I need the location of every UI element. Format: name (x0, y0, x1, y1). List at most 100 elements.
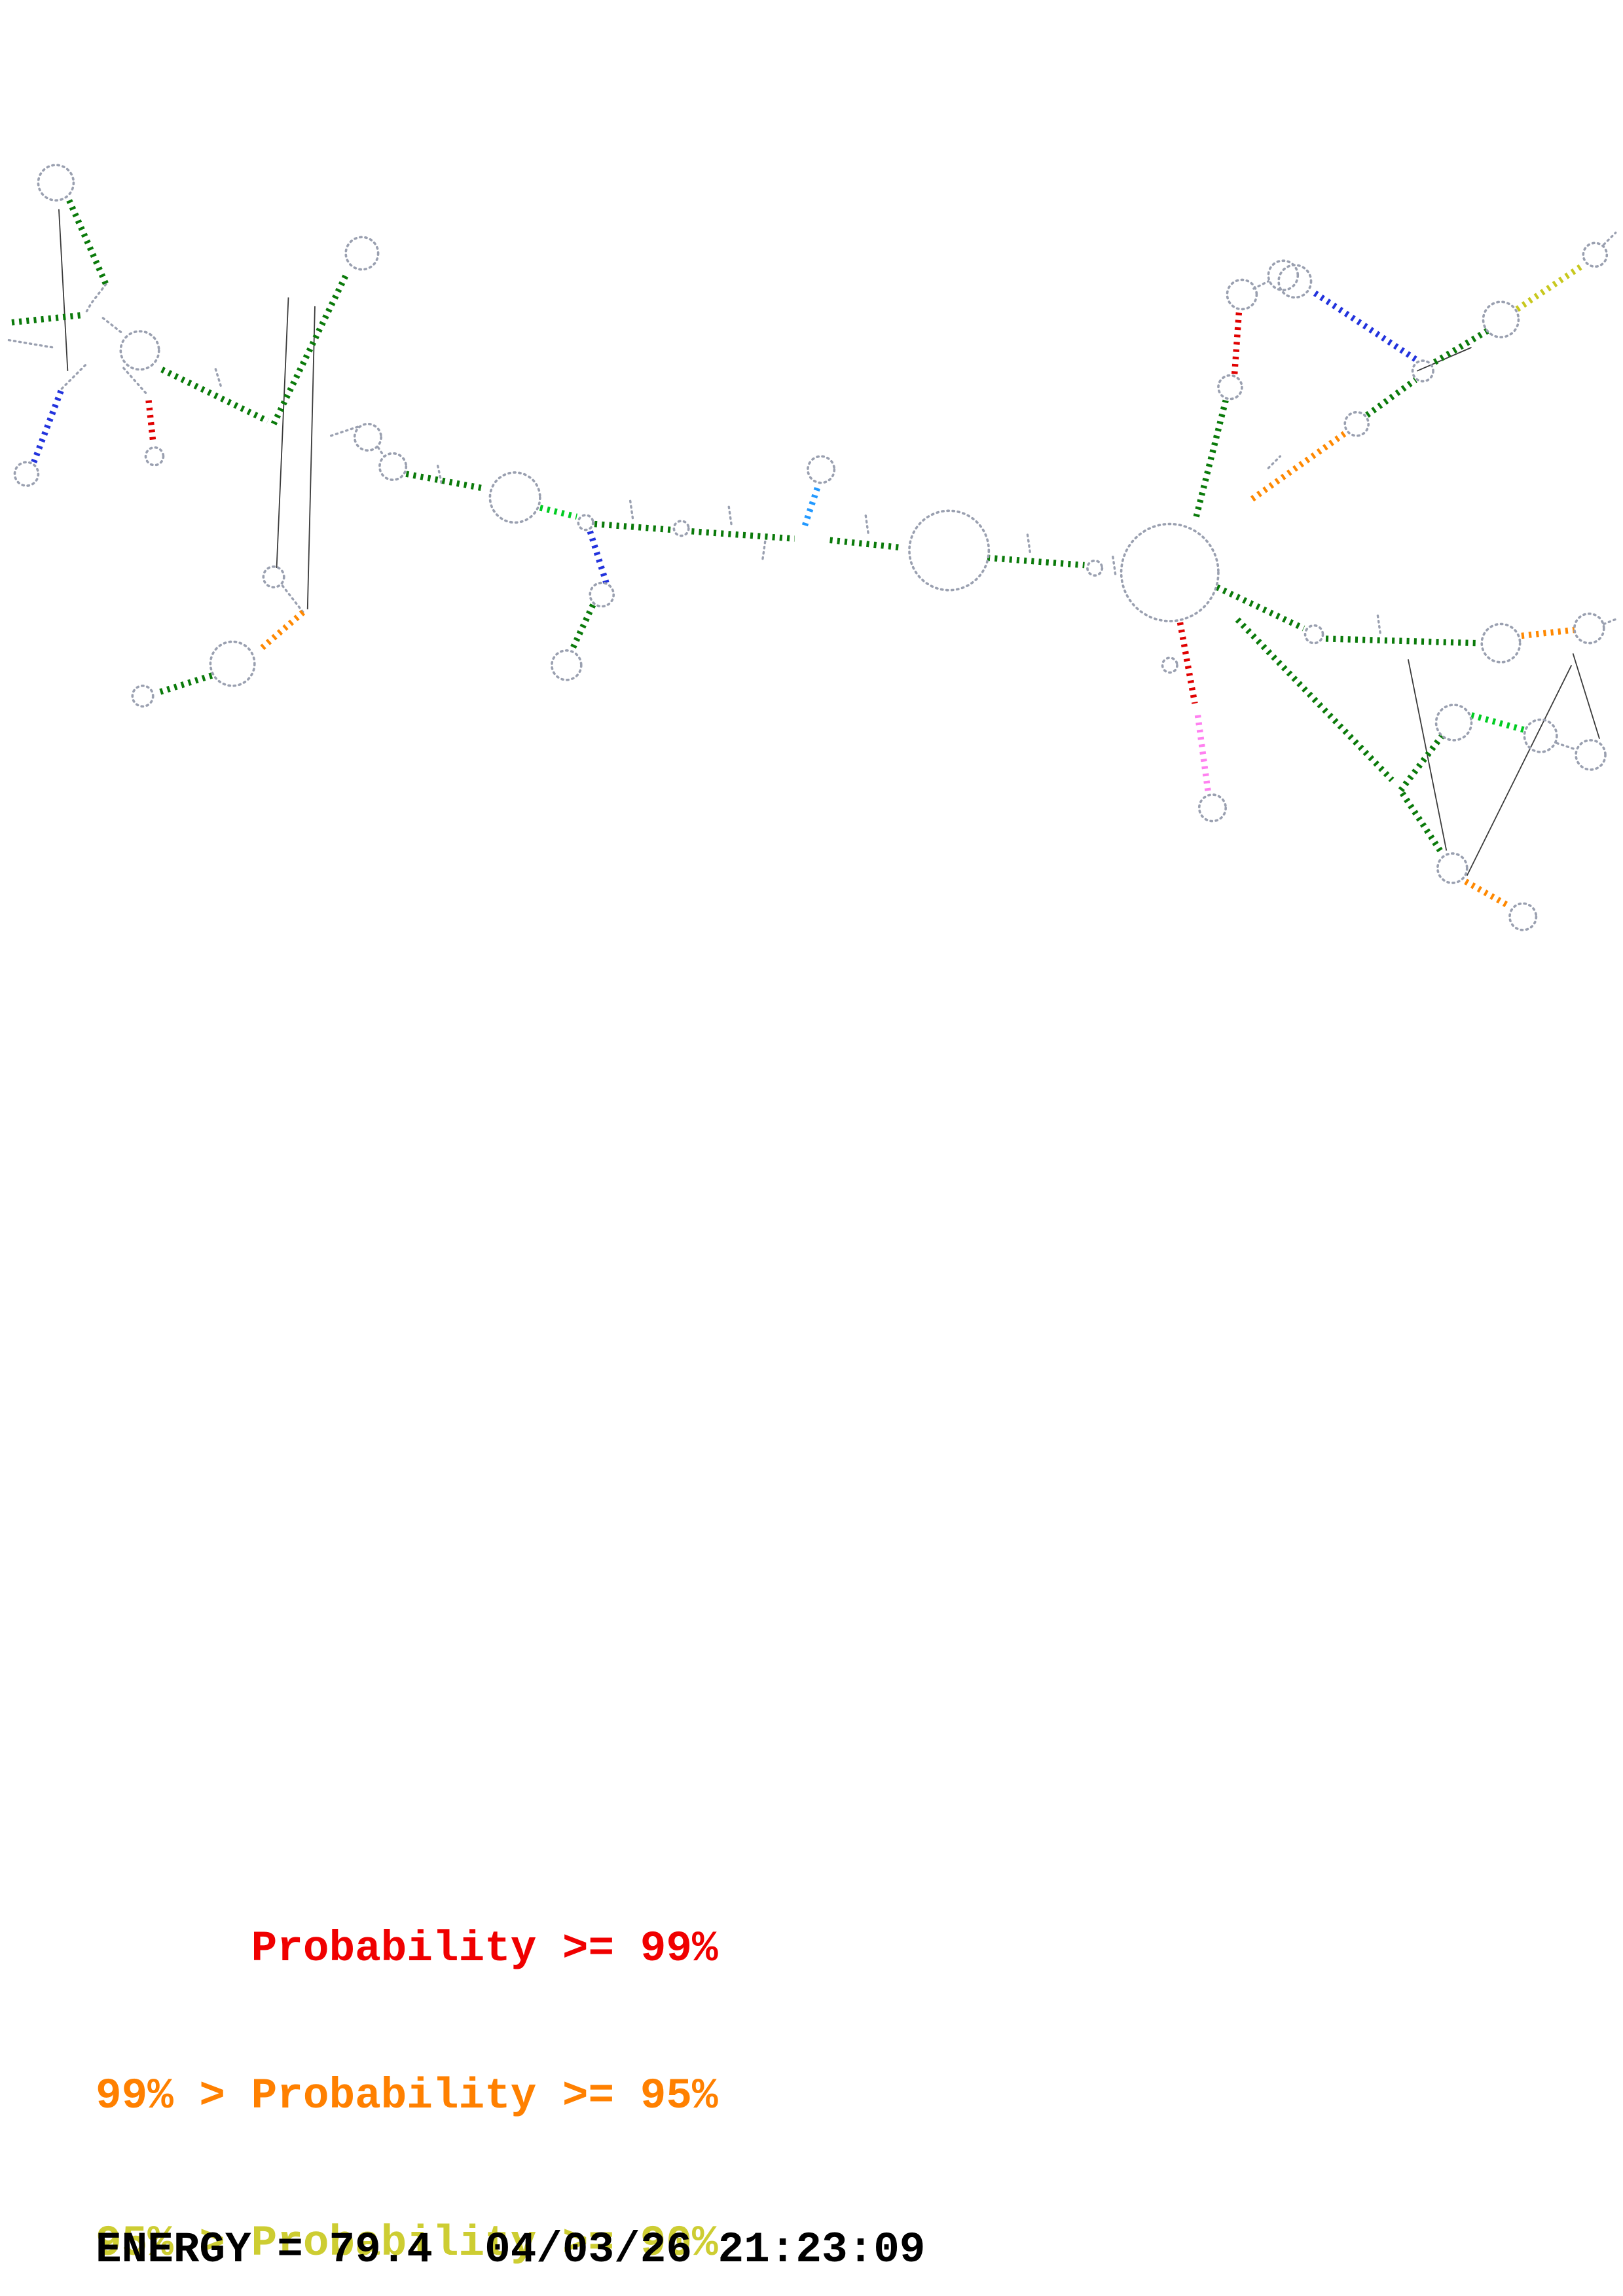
loop (1304, 624, 1324, 645)
central-multiloop (1120, 522, 1220, 622)
backbone (60, 364, 87, 390)
stem (570, 603, 596, 651)
spur (1111, 552, 1117, 575)
stem (1311, 289, 1417, 362)
backbone (1603, 231, 1617, 246)
stem (1231, 312, 1243, 374)
loop (807, 455, 836, 484)
loop (131, 684, 155, 708)
stems-prob-ge-99 (145, 312, 1243, 704)
spur (1026, 530, 1031, 553)
loop (488, 471, 541, 524)
connector (276, 297, 289, 569)
loop (908, 509, 991, 592)
stem (1470, 712, 1525, 733)
connector (306, 306, 316, 609)
rna-structure-diagram (7, 164, 1620, 931)
legend-item: 99% > Probability >= 95% (96, 2072, 718, 2121)
stem (987, 554, 1085, 569)
loop (1436, 852, 1468, 884)
backbone (1603, 617, 1620, 626)
stem (1464, 878, 1512, 910)
probability-legend: Probability >= 99% 99% > Probability >= … (96, 1826, 718, 2296)
loop (1411, 359, 1434, 383)
loop (1434, 704, 1473, 742)
unpaired-spurs (213, 365, 1381, 634)
loop (1482, 300, 1520, 338)
loop (13, 461, 40, 487)
stem (691, 528, 795, 542)
loop (551, 649, 583, 681)
energy-text: ENERGY = 79.4 04/03/26 21:23:09 (96, 2225, 926, 2274)
spur (864, 511, 869, 534)
stem (1365, 377, 1417, 418)
stem (1250, 429, 1350, 502)
spur (727, 502, 733, 526)
loop (262, 565, 285, 589)
backbone (122, 367, 149, 396)
backbone (281, 584, 304, 614)
stems-prob-70-80 (539, 505, 1525, 733)
stem (1399, 791, 1445, 855)
stem (1176, 622, 1198, 704)
stem (1521, 626, 1575, 639)
stems-prob-50-60 (31, 289, 1417, 584)
loop (37, 164, 75, 202)
legend-item: 95% > Probability >= 90% (96, 2219, 718, 2268)
stem (801, 484, 822, 527)
loop (1161, 656, 1178, 674)
backbone (7, 338, 54, 349)
connector (1466, 664, 1573, 876)
loop (1523, 718, 1558, 753)
loop (1480, 622, 1522, 664)
backbone (1556, 742, 1576, 751)
loop (1343, 410, 1370, 437)
loop (353, 422, 382, 452)
loop (589, 581, 615, 608)
loop (1217, 374, 1243, 401)
stem (11, 312, 83, 326)
stem (830, 537, 901, 551)
stem (1398, 734, 1445, 793)
legend-item: Probability >= 99% (96, 1924, 718, 1973)
stem (587, 530, 610, 584)
stem (1215, 584, 1305, 632)
stem (31, 387, 65, 463)
backbone (101, 317, 125, 336)
stem (257, 609, 306, 653)
stem (160, 367, 270, 424)
spur (435, 461, 443, 484)
stem (1193, 399, 1229, 518)
loop (1267, 259, 1300, 292)
stem (1325, 636, 1478, 647)
connector (1407, 659, 1448, 851)
backbone (84, 283, 107, 315)
loop (1582, 242, 1609, 268)
stem (1432, 327, 1491, 365)
connector (1572, 653, 1600, 739)
stem (145, 400, 156, 442)
backbone (330, 425, 359, 437)
loop (1575, 739, 1607, 771)
stem (405, 471, 486, 492)
loop (209, 640, 256, 687)
connector (58, 209, 69, 371)
stems-prob-95-99 (257, 429, 1575, 910)
stems-prob-80-90 (11, 199, 1491, 855)
stem (66, 199, 109, 286)
stem (270, 271, 350, 425)
stem (155, 672, 213, 696)
connector-lines (58, 209, 1600, 876)
loop (144, 446, 165, 467)
loop (119, 330, 160, 371)
spur (1376, 611, 1381, 634)
stem (1235, 617, 1395, 782)
loop (1226, 278, 1258, 311)
loop (344, 236, 380, 271)
stem (1194, 715, 1211, 793)
loop (672, 520, 690, 537)
spur (213, 365, 222, 387)
loop (577, 514, 594, 531)
stem (1515, 262, 1585, 312)
